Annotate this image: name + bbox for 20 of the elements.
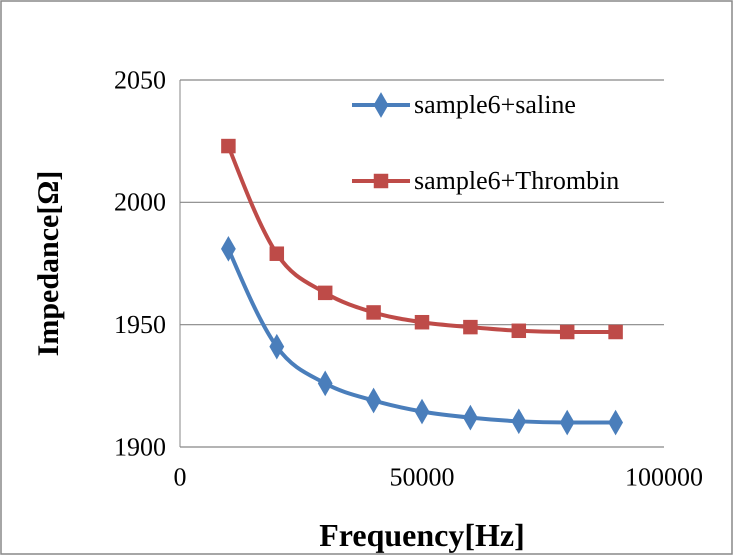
point (318, 286, 332, 300)
x-tick-label: 0 (174, 462, 186, 492)
legend-label: sample6+saline (414, 90, 576, 119)
point (512, 324, 526, 338)
y-tick-label: 2050 (114, 65, 166, 94)
x-axis-title: Frequency[Hz] (319, 517, 525, 553)
point (463, 320, 478, 334)
point (221, 138, 236, 154)
y-tick-label: 1900 (114, 432, 166, 462)
x-tick-label: 50000 (390, 462, 454, 492)
point (366, 305, 381, 320)
legend-label: sample6+Thrombin (414, 166, 620, 195)
y-tick-label: 1950 (114, 310, 166, 339)
point (270, 246, 284, 261)
point (560, 324, 574, 340)
point (414, 314, 430, 330)
y-axis-title: Impedance[Ω] (32, 170, 65, 356)
point (608, 324, 623, 340)
y-tick-label: 2000 (114, 188, 166, 217)
x-tick-label: 100000 (625, 462, 703, 492)
